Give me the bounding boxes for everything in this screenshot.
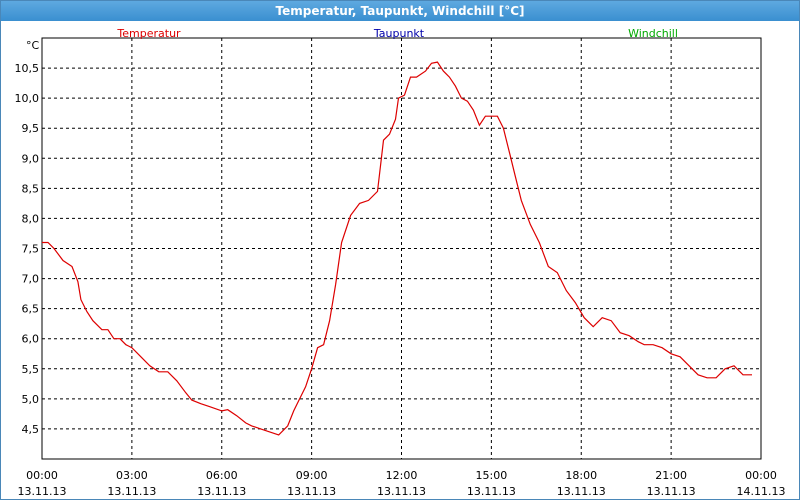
x-tick-time: 18:00 xyxy=(565,469,597,482)
legend-entry: Windchill xyxy=(628,27,678,40)
grid xyxy=(42,38,761,459)
x-tick-date: 13.11.13 xyxy=(647,485,696,498)
x-tick-date: 13.11.13 xyxy=(197,485,246,498)
y-tick-label: 9,0 xyxy=(22,152,40,165)
x-tick-date: 13.11.13 xyxy=(467,485,516,498)
x-tick-date: 13.11.13 xyxy=(377,485,426,498)
series-line-temperatur xyxy=(42,61,752,436)
plot-frame xyxy=(41,37,762,460)
x-tick-time: 12:00 xyxy=(386,469,418,482)
x-tick-date: 13.11.13 xyxy=(18,485,67,498)
window-title: Temperatur, Taupunkt, Windchill [°C] xyxy=(1,1,799,21)
legend-entry: Taupunkt xyxy=(373,27,425,40)
x-tick-time: 06:00 xyxy=(206,469,238,482)
y-tick-label: 7,5 xyxy=(22,243,40,256)
y-tick-label: 10,5 xyxy=(15,62,40,75)
y-tick-label: 8,5 xyxy=(22,182,40,195)
y-tick-label: 6,5 xyxy=(22,303,40,316)
y-tick-label: 4,5 xyxy=(22,423,40,436)
y-tick-label: 9,5 xyxy=(22,122,40,135)
x-tick-date: 14.11.13 xyxy=(737,485,786,498)
x-tick-date: 13.11.13 xyxy=(107,485,156,498)
y-tick-label: 5,0 xyxy=(22,393,40,406)
y-tick-label: 5,5 xyxy=(22,363,40,376)
x-tick-date: 13.11.13 xyxy=(287,485,336,498)
y-tick-label: 8,0 xyxy=(22,212,40,225)
x-tick-time: 03:00 xyxy=(116,469,148,482)
series-group xyxy=(42,61,752,436)
x-tick-date: 13.11.13 xyxy=(557,485,606,498)
y-axis-ticks: 4,5 5,0 5,5 6,0 6,5 7,0 7,5 8,0 8,5 9,0 9,5 10,0 10,… xyxy=(15,62,40,436)
y-axis-label: °C xyxy=(26,39,40,52)
x-tick-time: 21:00 xyxy=(655,469,687,482)
y-tick-label: 6,0 xyxy=(22,333,40,346)
legend-entry: Temperatur xyxy=(116,27,181,40)
x-axis-ticks: 00:00 13.11.13 03:00 13.11.13 06:00 13.11.13 0… xyxy=(18,469,786,498)
y-tick-label: 10,0 xyxy=(15,92,40,105)
legend: Temperatur Taupunkt Windchill xyxy=(116,27,678,40)
plot-border xyxy=(41,37,762,460)
x-tick-time: 15:00 xyxy=(476,469,508,482)
x-tick-time: 00:00 xyxy=(26,469,58,482)
y-tick-label: 7,0 xyxy=(22,273,40,286)
x-tick-time: 09:00 xyxy=(296,469,328,482)
x-tick-time: 00:00 xyxy=(745,469,777,482)
